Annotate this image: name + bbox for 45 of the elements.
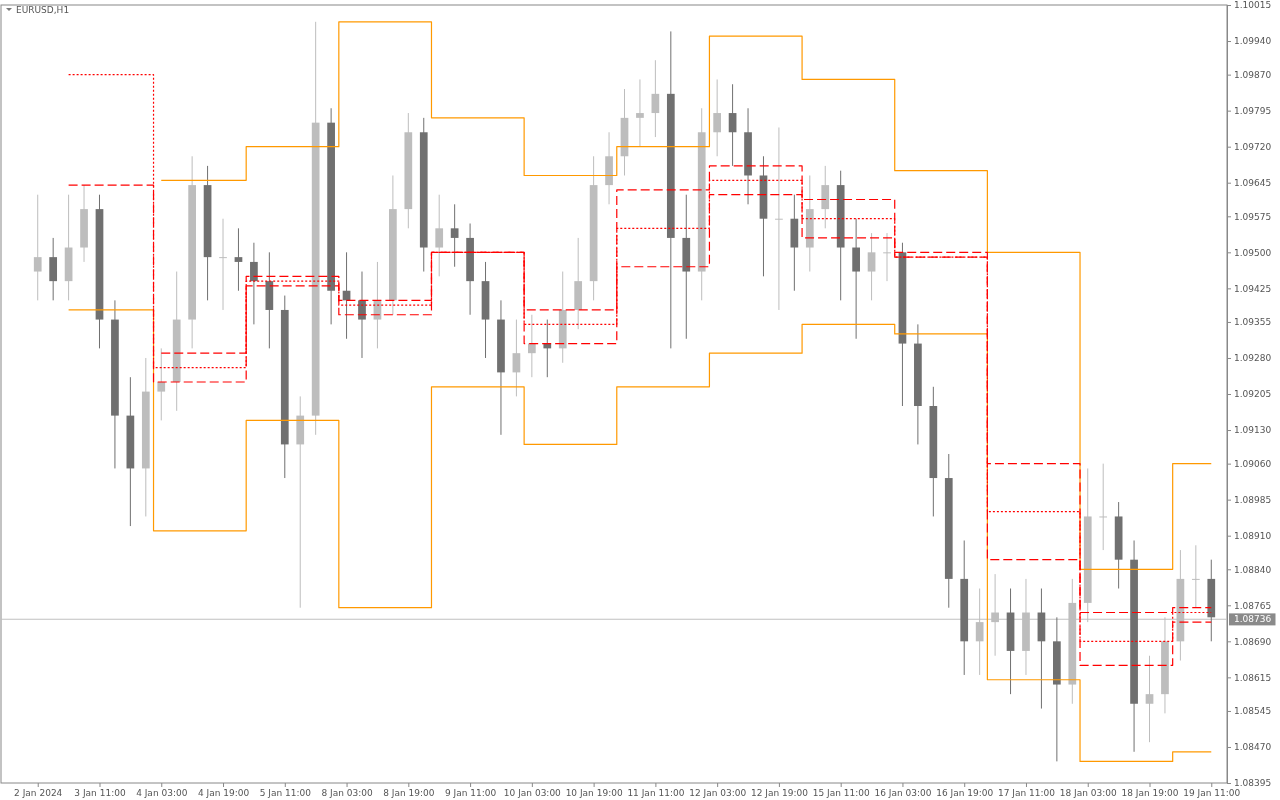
y-tick-label: 1.09720	[1234, 142, 1272, 153]
y-tick-label: 1.08840	[1234, 564, 1272, 575]
x-tick-label: 3 Jan 11:00	[74, 788, 126, 799]
chart-title: EURUSD,H1	[16, 5, 70, 15]
x-tick-label: 16 Jan 03:00	[874, 788, 932, 799]
x-tick-label: 18 Jan 19:00	[1121, 788, 1179, 799]
x-tick-label: 2 Jan 2024	[14, 788, 63, 799]
y-tick-label: 1.09870	[1234, 70, 1272, 81]
y-tick-label: 1.09205	[1234, 389, 1272, 400]
x-tick-label: 9 Jan 11:00	[444, 788, 497, 799]
y-tick-label: 1.08690	[1234, 636, 1272, 647]
ref-line-label: 1.08736	[1234, 614, 1272, 625]
y-tick-label: 1.08470	[1234, 742, 1272, 753]
x-tick-label: 18 Jan 03:00	[1059, 788, 1118, 799]
x-tick-label: 10 Jan 19:00	[565, 788, 623, 799]
x-tick-label: 11 Jan 11:00	[627, 788, 685, 799]
y-tick-label: 1.10015	[1234, 0, 1272, 11]
y-tick-label: 1.09060	[1234, 459, 1272, 470]
y-tick-label: 1.09425	[1234, 283, 1272, 294]
x-tick-label: 4 Jan 19:00	[197, 788, 250, 799]
y-tick-label: 1.08545	[1234, 706, 1272, 717]
y-tick-label: 1.09795	[1234, 106, 1272, 117]
y-tick-label: 1.09645	[1234, 178, 1272, 189]
x-tick-label: 12 Jan 03:00	[689, 788, 747, 799]
y-tick-label: 1.08910	[1234, 531, 1272, 542]
y-tick-label: 1.08765	[1234, 600, 1272, 611]
x-tick-label: 16 Jan 19:00	[936, 788, 994, 799]
x-tick-label: 8 Jan 19:00	[383, 788, 435, 799]
y-tick-label: 1.09500	[1234, 247, 1272, 258]
x-tick-label: 4 Jan 03:00	[136, 788, 188, 799]
x-tick-label: 10 Jan 03:00	[503, 788, 562, 799]
y-tick-label: 1.08395	[1234, 778, 1272, 789]
x-tick-label: 5 Jan 11:00	[259, 788, 312, 799]
x-tick-label: 15 Jan 11:00	[812, 788, 870, 799]
x-tick-label: 19 Jan 11:00	[1183, 788, 1241, 799]
y-tick-label: 1.09355	[1234, 317, 1272, 328]
y-tick-label: 1.09940	[1234, 36, 1272, 47]
y-tick-label: 1.08615	[1234, 672, 1272, 683]
x-tick-label: 17 Jan 11:00	[997, 788, 1056, 799]
x-tick-label: 12 Jan 19:00	[750, 788, 809, 799]
y-tick-label: 1.08985	[1234, 495, 1272, 506]
y-tick-label: 1.09575	[1234, 211, 1272, 222]
x-tick-label: 8 Jan 03:00	[321, 788, 373, 799]
y-tick-label: 1.09130	[1234, 425, 1272, 436]
y-tick-label: 1.09280	[1234, 353, 1272, 364]
